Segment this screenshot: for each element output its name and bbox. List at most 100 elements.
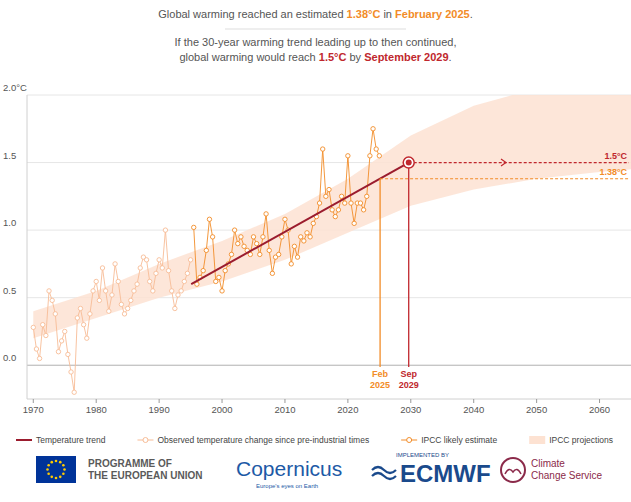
observation-point: [47, 289, 51, 293]
observation-point: [242, 244, 246, 248]
y-tick-label: 0.5: [3, 285, 16, 296]
ecmwf-logo: ECMWF: [400, 460, 491, 487]
observation-point: [94, 279, 98, 283]
annotation-date: Sep: [400, 369, 417, 379]
observation-point: [119, 302, 123, 306]
observation-point: [283, 217, 287, 221]
observation-point: [258, 252, 262, 256]
x-tick-label: 2030: [400, 404, 421, 415]
observation-point: [107, 309, 111, 313]
observation-point: [151, 289, 155, 293]
x-tick-label: 1980: [86, 404, 107, 415]
observation-point: [116, 279, 120, 283]
observation-point: [358, 201, 362, 205]
eu-star: [59, 476, 62, 479]
title-line: Global warming reached an estimated 1.38…: [158, 8, 472, 20]
annotation-hline: [380, 178, 629, 179]
eu-text: THE EUROPEAN UNION: [88, 470, 202, 481]
observation-point: [173, 306, 177, 310]
eu-star: [47, 472, 50, 475]
observation-point: [361, 208, 365, 212]
y-tick-label: 1.0: [3, 217, 16, 228]
title-part: global warming would reach: [179, 51, 318, 63]
observation-point: [214, 279, 218, 283]
observation-point: [170, 289, 174, 293]
projection-band: [33, 95, 631, 338]
observation-point: [298, 235, 302, 239]
observation-point: [321, 147, 325, 151]
observation-point: [207, 217, 211, 221]
title-line: global warming would reach 1.5°C by Sept…: [179, 51, 451, 63]
annotation-date: Feb: [372, 369, 389, 379]
y-axis-line: [27, 95, 28, 399]
x-tick: [473, 399, 474, 403]
observation-point: [336, 208, 340, 212]
legend-swatch: [16, 439, 32, 441]
observation-point: [305, 231, 309, 235]
x-tick-label: 1970: [23, 404, 44, 415]
annotation-vline: [408, 163, 409, 367]
observation-point: [81, 322, 85, 326]
observation-point: [349, 201, 353, 205]
observation-point: [182, 279, 186, 283]
observation-point: [144, 258, 148, 262]
observation-point: [330, 208, 334, 212]
eu-star: [50, 476, 53, 479]
observation-point: [163, 228, 167, 232]
annotation-date: 2029: [399, 380, 419, 390]
x-axis-line: [27, 399, 631, 400]
observation-point: [85, 336, 89, 340]
title-part: in: [380, 8, 395, 20]
observation-point: [75, 316, 79, 320]
eu-text: PROGRAMME OF: [88, 458, 172, 469]
title-part: February 2025: [395, 8, 470, 20]
observation-point: [295, 255, 299, 259]
observation-point: [103, 289, 107, 293]
title-line: If the 30-year warming trend leading up …: [175, 36, 457, 48]
title-part: If the 30-year warming trend leading up …: [175, 36, 457, 48]
observation-point: [34, 347, 38, 351]
eu-star: [63, 468, 66, 471]
eu-star: [62, 472, 65, 475]
observation-point: [267, 248, 271, 252]
observation-point: [66, 352, 70, 356]
observation-point: [179, 289, 183, 293]
implemented-by: IMPLEMENTED BY: [396, 452, 449, 458]
grid-line: [27, 365, 631, 366]
observation-point: [154, 271, 158, 275]
title-part: 1.5°C: [319, 51, 347, 63]
observation-point: [97, 298, 101, 302]
observation-point: [223, 268, 227, 272]
title-part: 1.38°C: [347, 8, 381, 20]
observation-point: [308, 235, 312, 239]
eu-star: [47, 464, 50, 467]
observation-point: [160, 266, 164, 270]
observation-point: [69, 370, 73, 374]
observation-point: [317, 201, 321, 205]
y-tick-label: 2.0°C: [3, 82, 27, 93]
observation-point: [251, 235, 255, 239]
x-tick-label: 2050: [526, 404, 547, 415]
observation-point: [239, 235, 243, 239]
c3s-icon-wave: [505, 469, 521, 474]
x-tick: [410, 399, 411, 403]
observation-point: [122, 312, 126, 316]
observation-point: [270, 271, 274, 275]
c3s-icon: [501, 458, 525, 482]
observation-point: [374, 147, 378, 151]
observation-point: [132, 289, 136, 293]
x-tick: [284, 399, 285, 403]
observation-point: [236, 241, 240, 245]
observation-point: [201, 268, 205, 272]
c3s-text: Climate: [531, 458, 565, 469]
observation-point: [220, 289, 224, 293]
grid-line: [27, 162, 631, 163]
observation-point: [188, 258, 192, 262]
observation-point: [113, 262, 117, 266]
observation-point: [185, 271, 189, 275]
eu-star: [46, 468, 49, 471]
legend-swatch: [529, 436, 545, 444]
c3s-text: Change Service: [531, 470, 603, 481]
observation-point: [91, 289, 95, 293]
observation-point: [157, 258, 161, 262]
